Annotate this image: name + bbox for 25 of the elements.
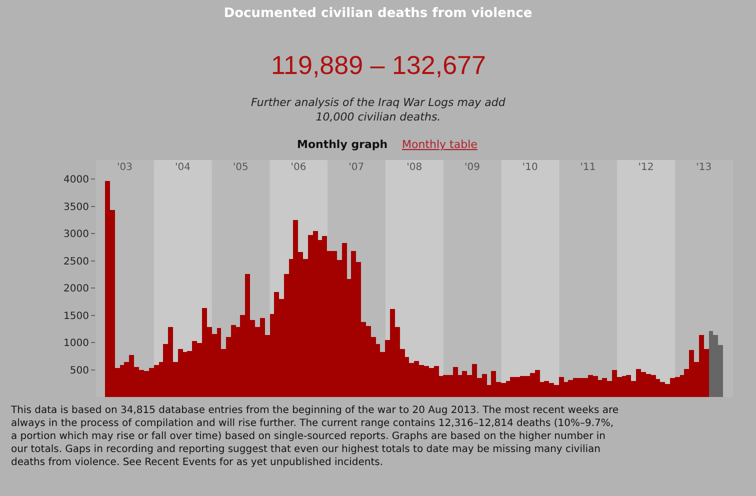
x-tick-label: '06 xyxy=(290,162,306,173)
y-tick-label: 2500 xyxy=(64,256,89,268)
text: Monthly table xyxy=(402,138,478,151)
y-tick-label: 3500 xyxy=(64,202,89,213)
x-tick-label: '10 xyxy=(522,162,538,173)
y-tick-label: 2000 xyxy=(64,284,89,295)
text: Monthly graph xyxy=(297,138,388,151)
y-tick-label: 4000 xyxy=(64,174,89,186)
x-tick-label: '08 xyxy=(406,162,422,173)
text: Further analysis of the Iraq War Logs may add 10,000 civilian deaths. xyxy=(251,96,506,124)
chart-subtitle: 119,889 – 132,677 xyxy=(271,50,486,80)
y-tick-label: 1500 xyxy=(64,310,89,322)
y-tick-label: 1000 xyxy=(64,338,89,350)
x-tick-label: '09 xyxy=(464,162,480,173)
x-tick-label: '13 xyxy=(696,162,712,173)
text: This data is based on 34,815 database entries from the beginning of the war to 20 Aug 2013. The most recent weeks are always in the process of compilation and will rise further. The current range contains 12,316–12,814 deaths (10%–9.7%, a portion which may rise or fall over time) based on single-sourced reports. Graphs are based on the higher number in our totals. Gaps in recording and reporting suggest that even our highest totals to date may be missing many civilian deaths from violence. See Recent Events for as yet unpublished incidents. xyxy=(10,405,619,468)
x-tick-label: '03 xyxy=(116,162,132,173)
y-tick-label: 3000 xyxy=(64,229,89,240)
x-tick-label: '12 xyxy=(638,162,654,173)
x-tick-label: '05 xyxy=(232,162,248,173)
chart-title: Documented civilian deaths from violence xyxy=(224,6,532,22)
x-tick-label: '07 xyxy=(348,162,364,173)
x-tick-label: '11 xyxy=(580,162,596,173)
y-tick-label: 500 xyxy=(70,365,89,376)
x-tick-label: '04 xyxy=(174,162,190,173)
